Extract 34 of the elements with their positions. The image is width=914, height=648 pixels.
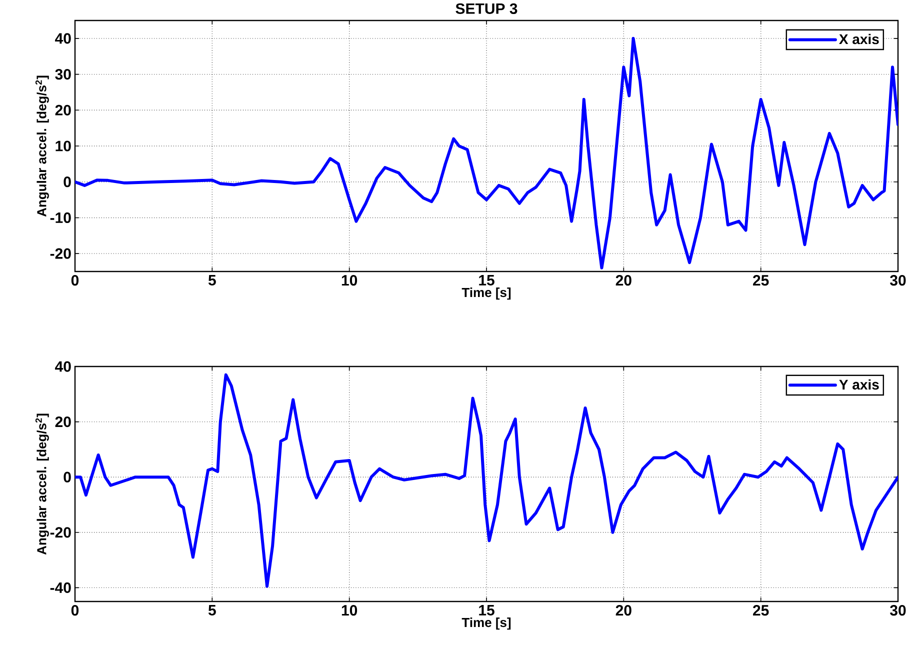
legend-label: Y axis <box>839 380 879 390</box>
x-tick-label: 5 <box>208 605 216 616</box>
x-axis-title: Time [s] <box>462 618 511 630</box>
x-axis-title: Time [s] <box>462 288 511 300</box>
y-tick-label: 40 <box>55 361 71 372</box>
y-tick-label: 0 <box>64 472 71 483</box>
y-tick-label: 20 <box>55 416 71 428</box>
x-tick-label: 30 <box>890 605 906 616</box>
x-tick-label: 20 <box>616 275 632 286</box>
x-tick-label: 0 <box>71 275 79 286</box>
x-tick-label: 15 <box>479 275 494 286</box>
x-tick-label: 25 <box>753 605 769 616</box>
x-tick-label: 30 <box>890 275 906 286</box>
x-tick-label: 25 <box>753 275 769 286</box>
y-tick-label: 0 <box>64 176 71 188</box>
y-tick-label: -20 <box>50 527 71 538</box>
y-tick-label: 40 <box>55 33 71 44</box>
x-tick-label: 5 <box>208 275 216 286</box>
y-tick-label: -40 <box>50 582 71 594</box>
x-tick-label: 20 <box>616 605 632 616</box>
line-series <box>75 374 898 588</box>
x-tick-label: 0 <box>71 605 79 616</box>
y-tick-label: 20 <box>55 105 71 116</box>
y-tick-label: -20 <box>50 248 71 260</box>
y-tick-label: -10 <box>50 212 71 224</box>
x-tick-label: 10 <box>342 275 358 286</box>
chart-title: SETUP 3 <box>456 4 518 14</box>
legend-label: X axis <box>839 34 879 44</box>
y-axis-title: Angular accel. [deg/s$^{2}$] <box>35 414 49 555</box>
y-axis-title: Angular accel. [deg/s$^{2}$] <box>35 76 49 217</box>
x-tick-label: 15 <box>479 605 494 616</box>
x-tick-label: 10 <box>342 605 358 616</box>
y-tick-label: 30 <box>55 69 71 80</box>
y-tick-label: 10 <box>56 140 71 152</box>
